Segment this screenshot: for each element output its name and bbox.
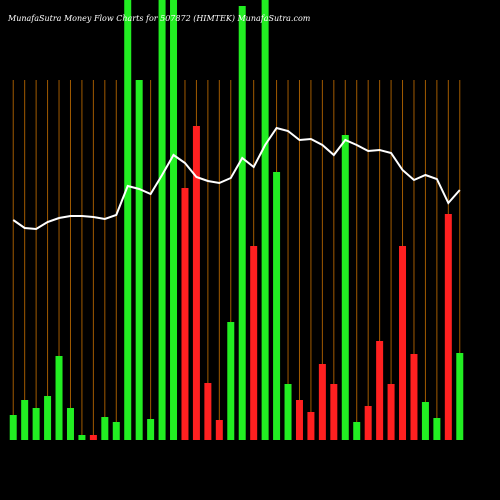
bar	[284, 384, 292, 440]
bar	[307, 412, 315, 440]
bar	[192, 126, 200, 440]
bar	[433, 418, 441, 440]
chart-title: MunafaSutra Money Flow Charts for 507872…	[7, 14, 311, 23]
bar	[170, 0, 178, 440]
bar	[341, 135, 349, 440]
bar	[204, 383, 212, 440]
bar	[32, 408, 40, 440]
bar	[21, 400, 29, 440]
bar	[387, 384, 395, 440]
bar	[364, 406, 372, 440]
bar	[456, 353, 464, 440]
bar	[215, 420, 223, 440]
bar	[158, 0, 166, 440]
bar	[227, 322, 235, 440]
bar	[101, 417, 109, 440]
bar	[399, 246, 407, 440]
bar	[250, 246, 258, 440]
bar	[318, 364, 326, 440]
bar	[261, 0, 269, 440]
bar	[135, 80, 143, 440]
bar	[89, 435, 97, 440]
bar	[295, 400, 303, 440]
bar	[444, 214, 452, 440]
money-flow-line	[12, 126, 461, 231]
bar	[44, 396, 52, 440]
bar	[410, 354, 418, 440]
bar	[78, 435, 86, 440]
bar	[181, 188, 189, 440]
bar	[9, 415, 17, 440]
bar	[147, 419, 155, 440]
bar	[330, 384, 338, 440]
bar	[376, 341, 384, 440]
bar	[124, 0, 132, 440]
bar	[55, 356, 63, 440]
bar	[66, 408, 74, 440]
bar	[421, 402, 429, 440]
bar	[273, 172, 281, 440]
bar	[238, 6, 246, 440]
bar	[112, 422, 120, 440]
bar	[353, 422, 361, 440]
